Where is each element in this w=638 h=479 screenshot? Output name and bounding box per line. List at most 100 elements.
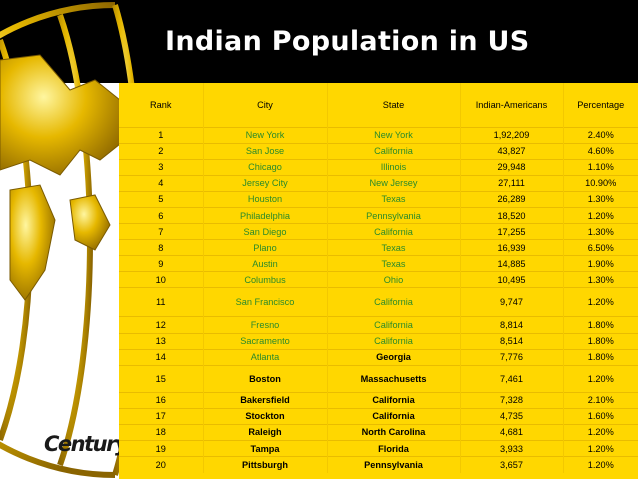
city-cell: Pittsburgh [202,456,327,473]
city-cell: San Jose [202,142,327,160]
city-cell: Houston [202,190,327,208]
rank-cell: 6 [119,206,203,224]
city-cell: Stockton [202,407,327,425]
city-cell: San Francisco [202,287,327,317]
table-row: 12 Fresno California 8,814 1.80% [119,316,638,334]
table-row: 18 Raleigh North Carolina 4,681 1.20% [119,423,638,441]
state-cell: California [326,223,460,240]
page-title: Indian Population in US [165,26,530,57]
city-cell: Tampa [202,439,327,457]
count-cell: 26,289 [459,190,563,208]
table-row: 10 Columbus Ohio 10,495 1.30% [119,271,638,288]
city-cell: Fresno [202,316,327,334]
rank-cell: 18 [119,423,203,441]
count-cell: 7,461 [459,364,563,393]
percentage-cell: 2.10% [562,391,638,409]
count-cell: 29,948 [459,158,563,176]
city-cell: Bakersfield [202,391,327,409]
table-row: 17 Stockton California 4,735 1.60% [119,407,638,425]
rank-cell: 15 [119,364,203,393]
rank-cell: 17 [119,407,203,425]
percentage-cell: 1.30% [562,223,638,240]
percentage-cell: 6.50% [562,239,638,256]
state-cell: Texas [326,255,460,272]
table-row: 19 Tampa Florida 3,933 1.20% [119,439,638,457]
rank-cell: 1 [119,126,203,144]
table-row: 1 New York New York 1,92,209 2.40% [119,126,638,144]
city-cell: Boston [202,364,327,393]
state-cell: California [326,391,460,409]
rank-cell: 4 [119,174,203,192]
percentage-cell: 1.20% [562,456,638,473]
table-row: 8 Plano Texas 16,939 6.50% [119,239,638,256]
state-cell: North Carolina [326,423,460,441]
table-row: 7 San Diego California 17,255 1.30% [119,223,638,240]
rank-cell: 9 [119,255,203,272]
state-cell: California [326,407,460,425]
count-cell: 8,814 [459,316,563,334]
rank-cell: 20 [119,456,203,473]
rank-cell: 14 [119,348,203,366]
state-cell: New Jersey [326,174,460,192]
count-cell: 7,776 [459,348,563,366]
percentage-cell: 1.30% [562,271,638,288]
city-cell: Chicago [202,158,327,176]
percentage-cell: 1.20% [562,287,638,317]
city-cell: Raleigh [202,423,327,441]
city-cell: Plano [202,239,327,256]
table-header-row: Rank City State Indian-Americans Percent… [119,83,638,127]
header-city: City [202,83,327,127]
count-cell: 4,681 [459,423,563,441]
percentage-cell: 1.20% [562,364,638,393]
state-cell: California [326,316,460,334]
count-cell: 27,111 [459,174,563,192]
table-row: 4 Jersey City New Jersey 27,111 10.90% [119,174,638,192]
percentage-cell: 2.40% [562,126,638,144]
rank-cell: 13 [119,332,203,350]
table-row: 6 Philadelphia Pennsylvania 18,520 1.20% [119,206,638,224]
city-cell: Atlanta [202,348,327,366]
state-cell: Pennsylvania [326,456,460,473]
city-cell: Jersey City [202,174,327,192]
state-cell: Massachusetts [326,364,460,393]
count-cell: 9,747 [459,287,563,317]
rank-cell: 3 [119,158,203,176]
percentage-cell: 1.20% [562,423,638,441]
state-cell: Texas [326,239,460,256]
count-cell: 14,885 [459,255,563,272]
state-cell: Georgia [326,348,460,366]
percentage-cell: 1.20% [562,439,638,457]
count-cell: 8,514 [459,332,563,350]
rank-cell: 7 [119,223,203,240]
table-row: 20 Pittsburgh Pennsylvania 3,657 1.20% [119,456,638,473]
rank-cell: 12 [119,316,203,334]
percentage-cell: 1.80% [562,316,638,334]
state-cell: California [326,142,460,160]
count-cell: 17,255 [459,223,563,240]
city-cell: San Diego [202,223,327,240]
century21-logo: Century21 [44,432,155,472]
rank-cell: 2 [119,142,203,160]
header-rank: Rank [150,99,172,110]
percentage-cell: 1.20% [562,206,638,224]
table-row: 15 Boston Massachusetts 7,461 1.20% [119,364,638,393]
state-cell: Florida [326,439,460,457]
percentage-cell: 1.80% [562,348,638,366]
state-cell: Illinois [326,158,460,176]
percentage-cell: 10.90% [562,174,638,192]
rank-cell: 11 [119,287,203,317]
state-cell: Ohio [326,271,460,288]
count-cell: 16,939 [459,239,563,256]
population-table-panel: Rank City State Indian-Americans Percent… [119,83,638,479]
percentage-cell: 1.80% [562,332,638,350]
table-row: 13 Sacramento California 8,514 1.80% [119,332,638,350]
count-cell: 10,495 [459,271,563,288]
percentage-cell: 4.60% [562,142,638,160]
city-cell: Austin [202,255,327,272]
city-cell: Sacramento [202,332,327,350]
rank-cell: 16 [119,391,203,409]
table-row: 2 San Jose California 43,827 4.60% [119,142,638,160]
header-percentage: Percentage [562,83,638,127]
state-cell: Pennsylvania [326,206,460,224]
table-row: 14 Atlanta Georgia 7,776 1.80% [119,348,638,366]
